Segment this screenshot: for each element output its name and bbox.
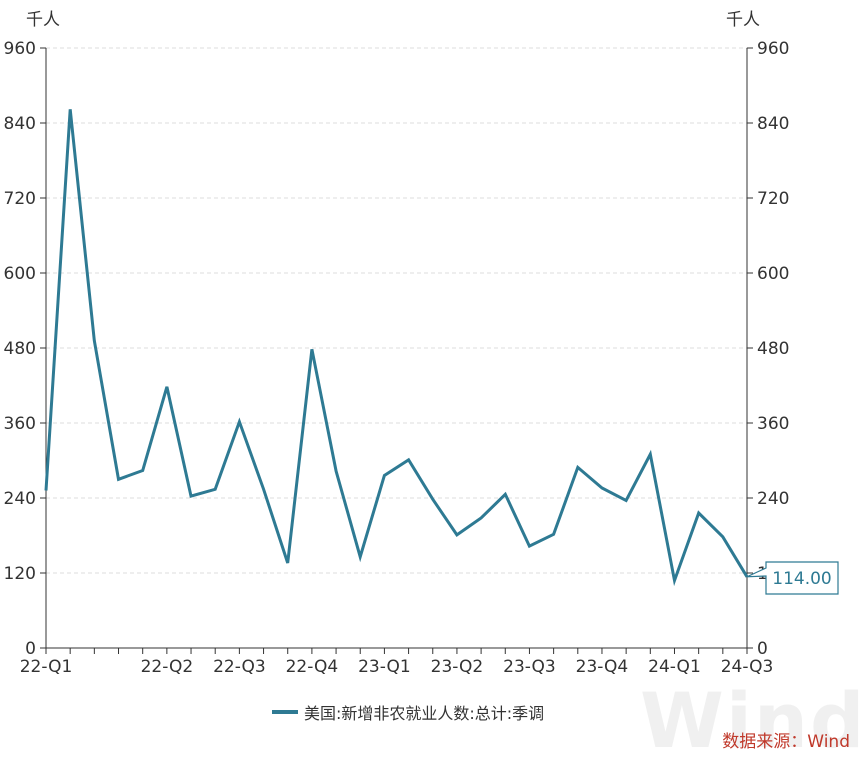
x-tick-label: 24-Q3 xyxy=(721,657,774,677)
x-axis: 22-Q1 22-Q2 22-Q3 22-Q4 23-Q1 23-Q2 23-Q3 23-Q4… xyxy=(20,648,774,677)
right-tick-label: 720 xyxy=(757,189,789,209)
x-tick-label: 22-Q1 xyxy=(20,657,73,677)
x-tick-label: 22-Q3 xyxy=(213,657,266,677)
callout-value: 114.00 xyxy=(772,569,831,589)
left-tick-label: 960 xyxy=(4,39,36,59)
left-tick-label: 720 xyxy=(4,189,36,209)
grid-lines xyxy=(46,47,747,574)
legend: 美国:新增非农就业人数:总计:季调 xyxy=(272,700,544,724)
right-tick-label: 480 xyxy=(757,339,789,359)
right-tick-label: 0 xyxy=(757,639,768,659)
left-tick-label: 240 xyxy=(4,489,36,509)
x-tick-label: 22-Q2 xyxy=(141,657,194,677)
left-tick-label: 360 xyxy=(4,414,36,434)
wind-watermark: Wind xyxy=(640,676,860,765)
right-unit-label: 千人 xyxy=(726,10,760,30)
right-tick-label: 360 xyxy=(757,414,789,434)
line-chart: 0 120 240 360 480 600 720 840 960 0 120 240 360 480 6… xyxy=(4,10,839,677)
legend-swatch xyxy=(272,710,298,714)
left-y-axis: 0 120 240 360 480 600 720 840 960 xyxy=(4,39,46,659)
left-tick-label: 0 xyxy=(25,639,36,659)
x-tick-label: 22-Q4 xyxy=(286,657,339,677)
series-group xyxy=(44,109,749,587)
x-tick-label: 24-Q1 xyxy=(648,657,701,677)
right-tick-label: 960 xyxy=(757,39,789,59)
x-tick-label: 23-Q2 xyxy=(431,657,484,677)
last-value-callout: 114.00 xyxy=(746,561,839,595)
right-tick-label: 840 xyxy=(757,114,789,134)
left-tick-label: 600 xyxy=(4,264,36,284)
x-tick-label: 23-Q4 xyxy=(576,657,629,677)
x-tick-label: 23-Q1 xyxy=(358,657,411,677)
legend-label: 美国:新增非农就业人数:总计:季调 xyxy=(304,704,545,723)
left-tick-label: 480 xyxy=(4,339,36,359)
left-tick-label: 120 xyxy=(4,564,36,584)
series-line xyxy=(44,109,749,587)
left-unit-label: 千人 xyxy=(26,10,60,30)
right-tick-label: 600 xyxy=(757,264,789,284)
right-tick-label: 240 xyxy=(757,489,789,509)
source-note: 数据来源：Wind xyxy=(722,732,850,752)
left-tick-label: 840 xyxy=(4,114,36,134)
callout-box xyxy=(746,561,839,595)
x-tick-label: 23-Q3 xyxy=(503,657,556,677)
